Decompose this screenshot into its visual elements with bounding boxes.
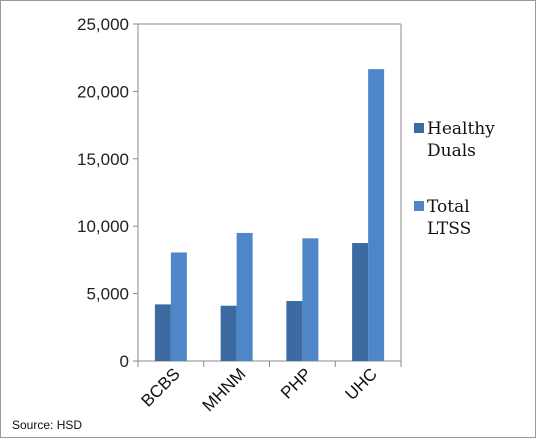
x-category-label: BCBS xyxy=(138,364,184,410)
legend-label: LTSS xyxy=(427,219,471,239)
x-category-label: MHNM xyxy=(199,364,250,415)
bar-total-ltss xyxy=(236,232,253,361)
y-tick-label: 5,000 xyxy=(86,285,129,304)
bar-healthy-duals xyxy=(286,301,303,361)
y-tick-label: 10,000 xyxy=(77,217,129,236)
bar-total-ltss xyxy=(170,252,187,361)
bar-total-ltss xyxy=(302,238,319,361)
legend-swatch xyxy=(414,201,424,211)
legend-label: Total xyxy=(427,197,470,217)
y-tick-label: 25,000 xyxy=(77,15,129,34)
y-tick-label: 0 xyxy=(120,352,129,371)
bar-healthy-duals xyxy=(352,243,369,361)
bar-total-ltss xyxy=(368,69,385,362)
legend-swatch xyxy=(414,123,424,133)
y-tick-label: 20,000 xyxy=(77,82,129,101)
x-category-label: UHC xyxy=(341,364,380,403)
x-category-label: PHP xyxy=(277,364,315,402)
bar-healthy-duals xyxy=(154,304,171,361)
bar-healthy-duals xyxy=(220,305,237,361)
legend-label: Healthy xyxy=(427,119,495,139)
y-tick-label: 15,000 xyxy=(77,150,129,169)
source-note: Source: HSD xyxy=(12,418,82,432)
legend-label: Duals xyxy=(427,141,476,161)
